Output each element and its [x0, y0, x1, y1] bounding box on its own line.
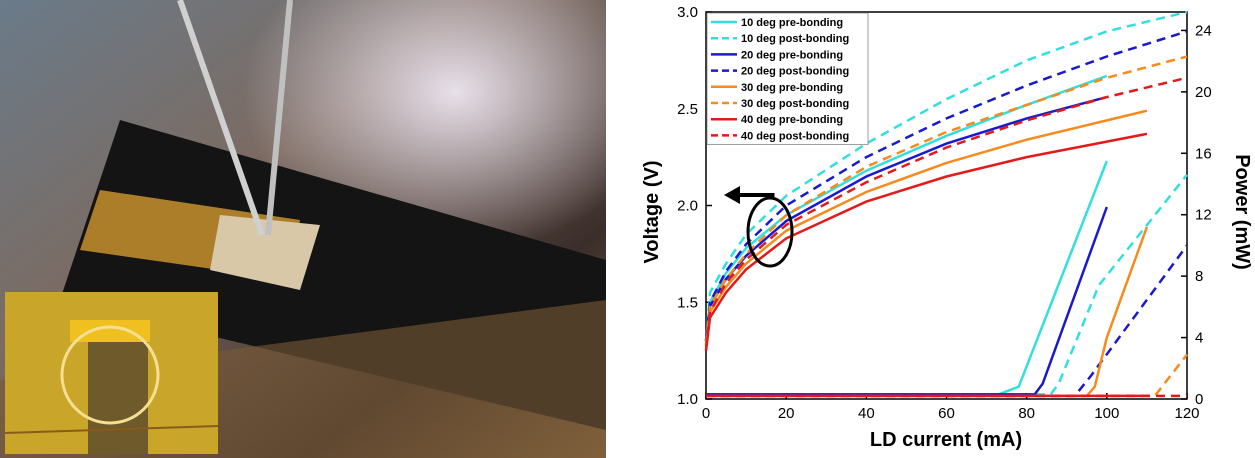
y-tick-label: 3.0	[677, 4, 698, 21]
y2-axis-title: Power (mW)	[1231, 154, 1253, 270]
y2-tick-label: 4	[1195, 330, 1203, 347]
y-axis-title: Voltage (V)	[641, 161, 663, 264]
x-tick-label: 120	[1174, 405, 1199, 422]
legend-label: 40 deg pre-bonding	[741, 114, 843, 126]
x-tick-label: 40	[858, 405, 875, 422]
data-line	[704, 55, 1188, 345]
x-tick-label: 0	[702, 405, 710, 422]
y2-tick-label: 0	[1195, 391, 1203, 408]
data-line	[706, 174, 1188, 396]
y2-tick-label: 12	[1195, 207, 1212, 224]
y-tick-label: 1.0	[677, 391, 698, 408]
data-line	[706, 353, 1188, 398]
data-line	[704, 132, 1148, 351]
x-tick-label: 20	[778, 405, 795, 422]
y2-tick-label: 24	[1195, 22, 1212, 39]
y2-tick-label: 20	[1195, 84, 1212, 101]
legend-label: 20 deg pre-bonding	[741, 49, 843, 61]
x-axis-title: LD current (mA)	[870, 429, 1022, 451]
y-tick-label: 2.0	[677, 198, 698, 215]
data-line	[704, 10, 1188, 342]
data-line	[706, 206, 1108, 396]
chart: 0 20 40 60 80 100 120 1.0 1.5 2.0 2.5 3.0 0 4 8 12 16 20 2…	[677, 4, 1212, 422]
y2-tick-label: 16	[1195, 145, 1212, 162]
legend-label: 20 deg post-bonding	[741, 66, 849, 78]
x-tick-label: 60	[938, 405, 955, 422]
photo	[0, 0, 606, 458]
data-line	[706, 226, 1149, 398]
x-tick-label: 80	[1018, 405, 1035, 422]
legend-label: 30 deg post-bonding	[741, 98, 849, 110]
y2-tick-label: 8	[1195, 268, 1203, 285]
legend-label: 10 deg pre-bonding	[741, 17, 843, 29]
data-line	[704, 76, 1188, 351]
legend-label: 10 deg post-bonding	[741, 33, 849, 45]
legend-label: 40 deg post-bonding	[741, 130, 849, 142]
data-line	[706, 244, 1189, 398]
legend-box	[706, 12, 869, 146]
x-tick-label: 100	[1094, 405, 1119, 422]
y-tick-label: 1.5	[677, 294, 698, 311]
y-tick-label: 2.5	[677, 101, 698, 118]
annotation	[724, 186, 794, 268]
legend-label: 30 deg pre-bonding	[741, 82, 843, 94]
